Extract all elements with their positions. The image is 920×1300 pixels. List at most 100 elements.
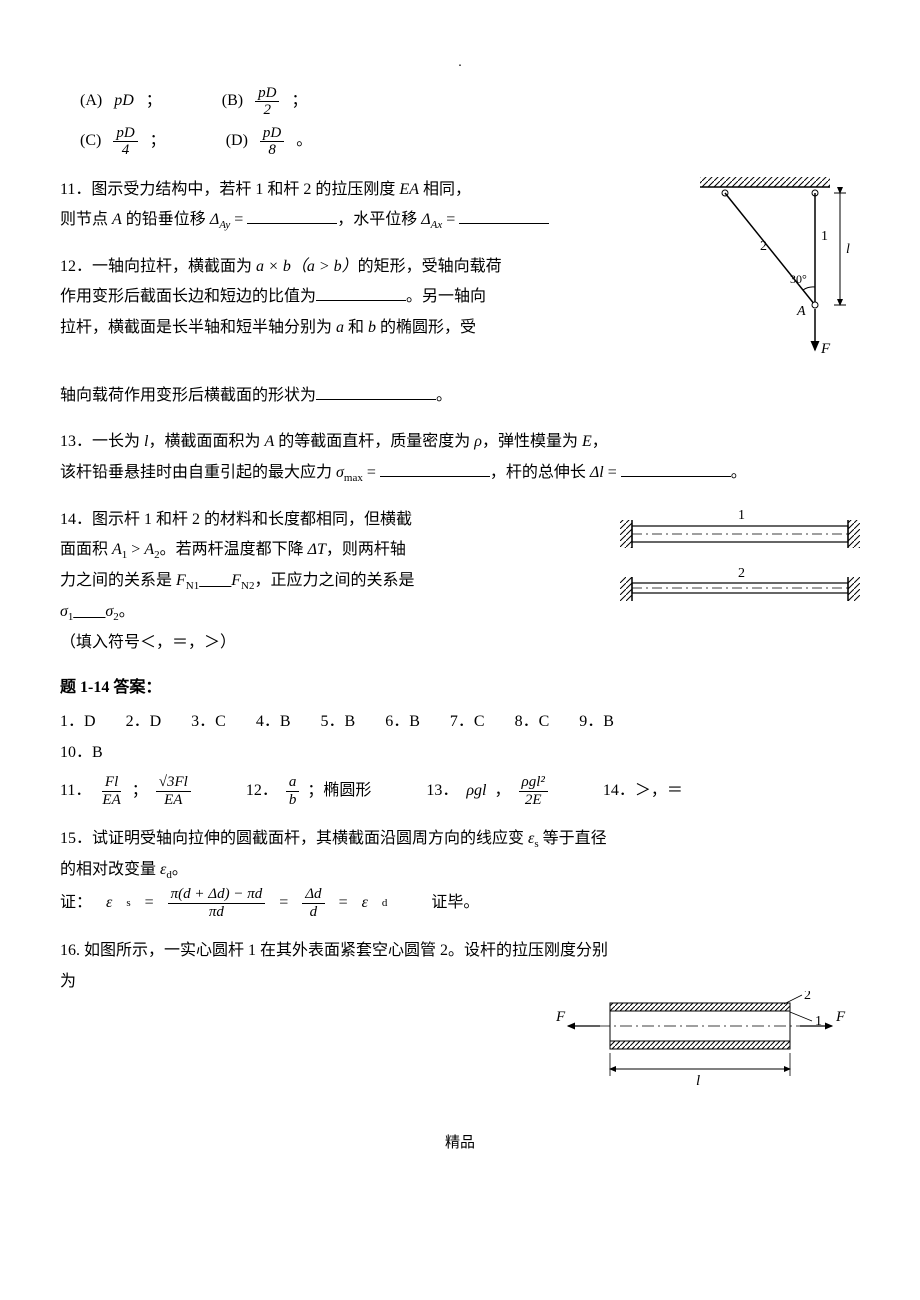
q15-pr: ε (362, 888, 368, 918)
q14-s1: σ (60, 603, 68, 620)
ans-13-comma: ， (495, 776, 511, 806)
q11-l2b: 的铅垂位移 (122, 211, 210, 228)
opt-b-frac: pD 2 (255, 85, 279, 119)
ans-11-n1: Fl (102, 774, 121, 792)
answers-row2: 11． FlEA ； √3FlEA 12． ab ；椭圆形 13． ρgl ， … (60, 774, 860, 808)
ans-11-sep: ； (132, 776, 148, 806)
q11-eq1: = (230, 211, 247, 228)
q13-rho: ρ (474, 433, 482, 450)
q16-figure: 1 2 F F l (540, 991, 860, 1101)
ans-1: 1．D (60, 707, 96, 737)
q12-l4b: 。 (436, 387, 452, 404)
q13-l2a: 该杆铅垂悬挂时由自重引起的最大应力 (60, 464, 336, 481)
q14-A1: A (112, 541, 122, 558)
ans-11-d1: EA (99, 792, 123, 809)
opt-d-num: pD (260, 125, 284, 143)
q11-fig-30: 30° (790, 272, 807, 286)
q14-blank1: ____ (199, 572, 231, 589)
opt-c-den: 4 (119, 142, 133, 159)
q15-line1: 15．试证明受轴向拉伸的圆截面杆，其横截面沿圆周方向的线应变 εs 等于直径 (60, 824, 860, 855)
q15-d1: πd (206, 904, 227, 921)
q12-l2a: 作用变形后截面长边和短边的比值为 (60, 288, 316, 305)
opt-b-den: 2 (261, 102, 275, 119)
q15-proof: 证： εs = π(d + Δd) − πdπd = Δdd = εd 证毕。 (60, 886, 860, 920)
opt-b-num: pD (255, 85, 279, 103)
ans-12-tail: ；椭圆形 (307, 776, 371, 806)
q13-dl: Δl (590, 464, 604, 481)
answers-heading: 题 1-14 答案： (60, 673, 860, 703)
q11-dAy: Δ (210, 211, 219, 228)
q11-line2: 则节点 A 的铅垂位移 ΔAy = ，水平位移 ΔAx = (60, 205, 670, 236)
q10-options: (A) pD ； (B) pD 2 ； (C) pD 4 ； (D) pD 8 (60, 85, 860, 159)
q16-fig-Fr: F (835, 1009, 846, 1025)
opt-c-tail: ； (150, 126, 166, 156)
q13-l1a: 13．一长为 (60, 433, 144, 450)
q16-line1: 16. 如图所示，一实心圆杆 1 在其外表面紧套空心圆管 2。设杆的拉压刚度分别 (60, 936, 860, 966)
q14-l2c: ，则两杆轴 (326, 541, 406, 558)
q11: 11．图示受力结构中，若杆 1 和杆 2 的拉压刚度 EA 相同， 则节点 A … (60, 175, 860, 381)
q10-option-a: (A) pD ； (80, 85, 162, 119)
q14-fig-1: 1 (738, 508, 745, 523)
q11-eq2: = (442, 211, 459, 228)
q11-fig-2: 2 (760, 239, 767, 254)
q13-sigma: σ (336, 464, 344, 481)
q13-sigma-sub: max (344, 472, 363, 484)
ans-12-label: 12． (246, 776, 278, 806)
q14-l4b: 。 (119, 603, 135, 620)
q11-figure: 1 2 30° A F l (690, 175, 860, 381)
ans-13-d: 2E (522, 792, 545, 809)
q14-blank2: ____ (73, 603, 105, 620)
q13-l2c: ，杆的总伸长 (490, 464, 590, 481)
opt-b-label: (B) (222, 86, 243, 116)
q12-line3: 拉杆，横截面是长半轴和短半轴分别为 a 和 b 的椭圆形，受 (60, 313, 670, 343)
q15-eq3: = (339, 888, 348, 918)
q14-line1: 14．图示杆 1 和杆 2 的材料和长度都相同，但横截 (60, 505, 600, 535)
opt-b-tail: ； (291, 86, 307, 116)
q13-l1d: ，弹性模量为 (482, 433, 582, 450)
q14-A2: A (144, 541, 154, 558)
q13-l2e: 。 (731, 464, 747, 481)
q14-l2a: 面面积 (60, 541, 112, 558)
ans-13-label: 13． (426, 776, 458, 806)
q13: 13．一长为 l，横截面面积为 A 的等截面直杆，质量密度为 ρ，弹性模量为 E… (60, 427, 860, 488)
q12-l1b: 的矩形，受轴向载荷 (358, 258, 502, 275)
q11-dAy-sub: Ay (219, 219, 230, 231)
opt-a-val: pD (114, 86, 134, 116)
q15-l2b: 。 (172, 861, 188, 878)
q12-a: a (336, 319, 344, 336)
opt-d-frac: pD 8 (260, 125, 284, 159)
q11-fig-A: A (796, 304, 806, 319)
opt-a-tail: ； (146, 86, 162, 116)
q15-l2a: 的相对改变量 (60, 861, 160, 878)
q13-line1: 13．一长为 l，横截面面积为 A 的等截面直杆，质量密度为 ρ，弹性模量为 E… (60, 427, 860, 457)
q15-proof-label: 证： (60, 888, 92, 918)
q12-l3b: 的椭圆形，受 (376, 319, 476, 336)
q11-dAx-sub: Ax (431, 219, 443, 231)
ans-14: 14．＞，＝ (603, 776, 683, 806)
ans-14-label: 14．＞，＝ (603, 776, 683, 806)
q14-fig-2: 2 (738, 566, 745, 581)
q11-dAx: Δ (421, 211, 430, 228)
q11-A: A (112, 211, 122, 228)
q12-ab: a × b (256, 258, 291, 275)
opt-d-den: 8 (265, 142, 279, 159)
q14-l2b: 。若两杆温度都下降 (160, 541, 308, 558)
ans-13-first: ρgl (466, 776, 486, 806)
q14-FN1: F (176, 572, 186, 589)
q15-eq2: = (279, 888, 288, 918)
q15-pls: s (126, 893, 130, 914)
q11-svg: 1 2 30° A F l (690, 175, 860, 370)
q12: 12．一轴向拉杆，横截面为 a × b（a > b）的矩形，受轴向载荷 作用变形… (60, 252, 670, 343)
q14-FN2s: N2 (241, 581, 254, 593)
q11-l1a: 11．图示受力结构中，若杆 1 和杆 2 的拉压刚度 (60, 181, 399, 198)
q15-end: 证毕。 (431, 888, 479, 918)
page-dot: . (60, 50, 860, 77)
q12-paren: （a > b） (291, 258, 358, 275)
q13-l1e: ， (592, 433, 608, 450)
ans-11-d2: EA (161, 792, 185, 809)
q10-option-b: (B) pD 2 ； (222, 85, 308, 119)
q13-E: E (582, 433, 592, 450)
q11-EA: EA (399, 181, 419, 198)
q15: 15．试证明受轴向拉伸的圆截面杆，其横截面沿圆周方向的线应变 εs 等于直径 的… (60, 824, 860, 920)
ans-10: 10．B (60, 738, 860, 768)
